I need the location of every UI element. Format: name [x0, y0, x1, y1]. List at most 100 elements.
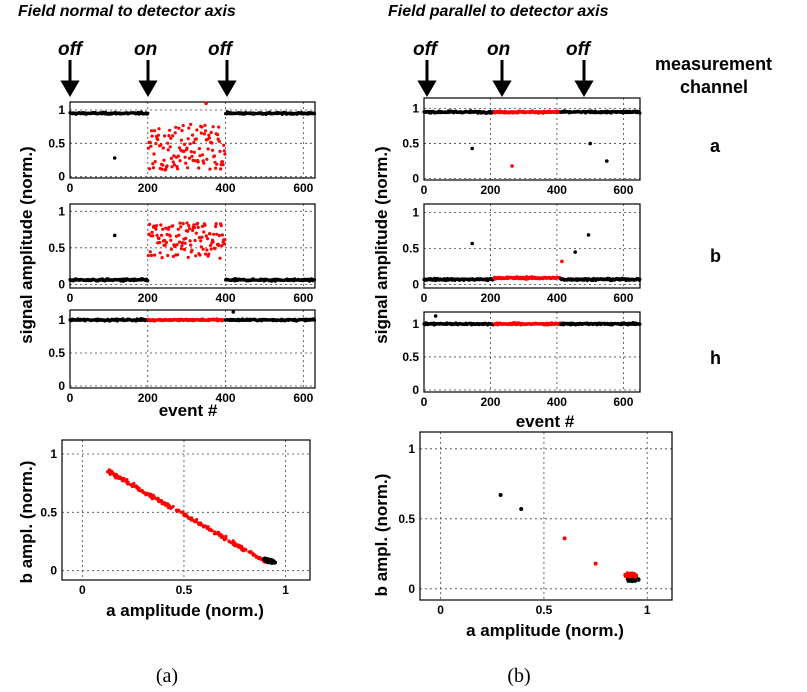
data-point-field-on — [166, 505, 170, 509]
data-point-field-on — [166, 502, 170, 506]
data-point-field-on — [218, 256, 222, 260]
data-point-field-on — [148, 494, 152, 498]
arrow-down-icon — [138, 60, 158, 97]
data-point-field-on — [126, 480, 130, 484]
data-point-field-off — [112, 156, 117, 160]
data-point-field-on — [212, 154, 216, 158]
data-point-field-on — [187, 156, 192, 160]
data-point-field-on — [180, 129, 184, 133]
data-point-field-on — [128, 483, 133, 487]
data-point-field-on — [181, 222, 185, 226]
data-point-field-on — [187, 516, 191, 520]
data-point-field-on — [194, 231, 198, 235]
data-point-field-on — [181, 510, 185, 514]
panel-b-event-markers: off on off — [413, 39, 594, 97]
data-point-field-on — [176, 227, 180, 231]
data-point-field-on — [122, 476, 126, 480]
y-tick-label: 1 — [412, 206, 419, 220]
data-point-field-on — [222, 143, 226, 147]
data-point-field-on — [177, 126, 181, 130]
data-point-field-on — [207, 252, 211, 256]
y-tick-label: 0 — [58, 277, 65, 291]
data-point-field-on — [161, 227, 165, 231]
data-point-field-on — [149, 144, 153, 148]
data-point-field-on — [191, 158, 195, 162]
data-point-field-on — [170, 165, 174, 169]
data-point-field-on — [211, 125, 215, 129]
data-point-field-on — [166, 148, 170, 152]
panel-a-xlabel: event # — [159, 401, 218, 420]
data-point-field-on — [191, 518, 195, 522]
data-point-field-on — [213, 247, 217, 251]
data-point-field-on — [159, 223, 163, 227]
data-point-field-on — [183, 155, 187, 159]
x-tick-label: 400 — [216, 291, 236, 305]
data-point-field-on — [169, 156, 173, 160]
data-point-field-on — [169, 247, 173, 251]
plot-panel-a-channel-b: 0 200 400 600 0 0.5 1 — [48, 203, 317, 305]
data-point-field-on — [207, 136, 211, 140]
data-point-field-on — [214, 224, 218, 229]
data-point-field-on — [633, 575, 638, 579]
data-point-field-on — [217, 139, 221, 143]
data-point-field-on — [205, 525, 209, 529]
x-tick-label: 0 — [421, 291, 428, 305]
arrow-down-icon — [574, 60, 594, 97]
x-tick-label: 0 — [79, 583, 86, 597]
data-point-field-on — [152, 152, 156, 156]
panel-b-ylabel: signal amplitude (norm.) — [372, 146, 391, 343]
data-point-field-on — [191, 133, 195, 137]
data-point-field-on — [219, 535, 224, 540]
data-point-field-on — [211, 240, 215, 244]
data-point-field-on — [171, 160, 175, 164]
data-point-field-on — [222, 149, 226, 153]
data-point-field-on — [174, 234, 178, 238]
data-point-field-on — [160, 502, 164, 506]
data-point-field-off — [498, 493, 503, 497]
data-point-field-on — [181, 241, 185, 245]
data-point-field-on — [191, 228, 195, 232]
data-point-field-on — [186, 166, 190, 170]
data-point-field-on — [167, 225, 171, 230]
data-point-field-on — [562, 536, 567, 541]
data-point-field-on — [214, 222, 218, 226]
arrow-down-icon — [492, 60, 512, 97]
arrow-down-icon — [60, 60, 80, 97]
data-point-field-off — [312, 112, 317, 116]
channel-label-b: b — [710, 246, 721, 266]
data-point-field-on — [135, 486, 139, 490]
data-point-field-on — [193, 238, 197, 243]
data-point-field-on — [188, 239, 192, 243]
plot-background — [70, 310, 315, 388]
data-point-field-on — [168, 234, 172, 238]
data-point-field-off — [638, 111, 642, 115]
x-tick-label: 600 — [613, 291, 633, 305]
y-tick-label: 0 — [412, 383, 419, 397]
x-tick-label: 0.5 — [176, 583, 193, 597]
data-point-field-on — [159, 143, 163, 147]
y-tick-label: 0.5 — [398, 512, 415, 526]
y-tick-label: 0 — [58, 170, 65, 184]
data-point-field-on — [171, 134, 175, 138]
data-point-field-on — [179, 138, 183, 142]
x-tick-label: 600 — [293, 291, 313, 305]
data-point-field-on — [510, 164, 514, 168]
data-point-field-on — [159, 233, 164, 237]
data-point-field-on — [206, 147, 210, 151]
data-point-field-on — [174, 125, 178, 129]
plot-frame — [61, 439, 311, 581]
y-tick-label: 0 — [412, 277, 419, 291]
data-point-field-on — [200, 153, 205, 157]
data-point-field-off — [470, 241, 475, 246]
data-point-field-on — [163, 134, 167, 138]
data-point-field-on — [212, 532, 217, 536]
data-point-field-on — [183, 241, 187, 245]
y-tick-label: 1 — [58, 204, 65, 218]
arrow-down-icon — [217, 60, 237, 97]
data-point-field-on — [168, 128, 172, 132]
plot-background — [62, 440, 310, 580]
scatter-a-xlabel: a amplitude (norm.) — [106, 601, 264, 620]
plot-frame — [423, 203, 641, 289]
data-point-field-off — [272, 559, 276, 564]
data-point-field-on — [187, 227, 192, 231]
